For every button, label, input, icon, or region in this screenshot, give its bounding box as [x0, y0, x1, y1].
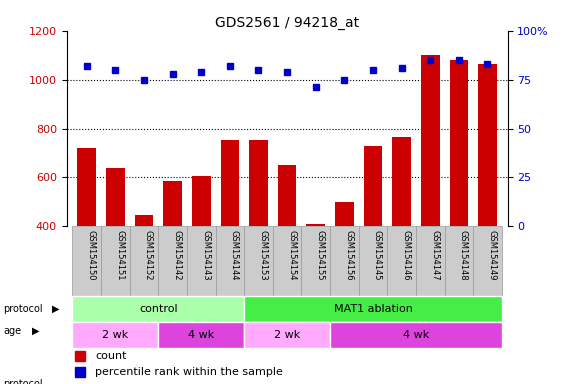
Text: GSM154156: GSM154156: [345, 230, 353, 281]
Bar: [444, 227, 473, 296]
Bar: [130, 227, 158, 296]
Text: GSM154151: GSM154151: [115, 230, 124, 280]
Bar: [392, 137, 411, 227]
Bar: [106, 168, 125, 227]
Title: GDS2561 / 94218_at: GDS2561 / 94218_at: [215, 16, 359, 30]
Bar: [244, 322, 330, 348]
Bar: [249, 139, 268, 227]
Bar: [450, 60, 468, 227]
Text: 4 wk: 4 wk: [188, 330, 215, 340]
Text: MAT1 ablation: MAT1 ablation: [334, 304, 412, 314]
Text: protocol: protocol: [3, 379, 42, 384]
Text: ▶: ▶: [32, 326, 39, 336]
Bar: [78, 148, 96, 227]
Bar: [192, 176, 211, 227]
Bar: [164, 181, 182, 227]
Text: GSM154152: GSM154152: [144, 230, 153, 280]
Bar: [216, 227, 244, 296]
Bar: [278, 165, 296, 227]
Bar: [72, 296, 244, 322]
Bar: [306, 225, 325, 227]
Text: GSM154146: GSM154146: [401, 230, 411, 281]
Bar: [478, 64, 496, 227]
Text: 2 wk: 2 wk: [102, 330, 129, 340]
Bar: [72, 322, 158, 348]
Bar: [101, 227, 130, 296]
Bar: [244, 227, 273, 296]
Bar: [273, 227, 302, 296]
Bar: [158, 227, 187, 296]
Text: GSM154142: GSM154142: [173, 230, 182, 280]
Bar: [330, 322, 502, 348]
Text: GSM154150: GSM154150: [87, 230, 96, 280]
Bar: [330, 227, 358, 296]
Bar: [72, 227, 101, 296]
Text: GSM154143: GSM154143: [201, 230, 210, 281]
Text: GSM154147: GSM154147: [430, 230, 439, 281]
Bar: [244, 296, 502, 322]
Text: percentile rank within the sample: percentile rank within the sample: [95, 367, 283, 377]
Text: GSM154154: GSM154154: [287, 230, 296, 280]
Text: protocol: protocol: [3, 304, 42, 314]
Text: ▶: ▶: [52, 304, 60, 314]
Text: GSM154155: GSM154155: [316, 230, 325, 280]
Bar: [473, 227, 502, 296]
Bar: [387, 227, 416, 296]
Text: age: age: [3, 326, 21, 336]
Text: GSM154145: GSM154145: [373, 230, 382, 280]
Bar: [358, 227, 387, 296]
Text: control: control: [139, 304, 177, 314]
Bar: [158, 322, 244, 348]
Bar: [135, 215, 153, 227]
Bar: [416, 227, 444, 296]
Text: 4 wk: 4 wk: [403, 330, 429, 340]
Text: GSM154148: GSM154148: [459, 230, 468, 281]
Text: 2 wk: 2 wk: [274, 330, 300, 340]
Bar: [421, 55, 440, 227]
Bar: [302, 227, 330, 296]
Bar: [220, 139, 239, 227]
Text: GSM154153: GSM154153: [259, 230, 267, 281]
Bar: [364, 146, 382, 227]
Bar: [187, 227, 216, 296]
Text: GSM154144: GSM154144: [230, 230, 239, 280]
Text: GSM154149: GSM154149: [487, 230, 496, 280]
Text: count: count: [95, 351, 127, 361]
Bar: [335, 202, 354, 227]
